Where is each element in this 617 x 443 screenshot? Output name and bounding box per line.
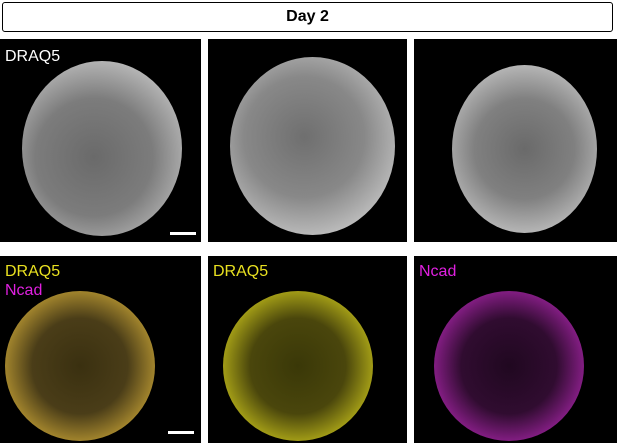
scale-bar <box>170 232 196 235</box>
draq5-image-1: DRAQ5 <box>0 39 201 242</box>
merge-ncad-label: Ncad <box>5 282 43 299</box>
draq5-label: DRAQ5 <box>213 263 269 280</box>
day-header: Day 2 <box>2 2 613 32</box>
merge-draq5-label: DRAQ5 <box>5 263 61 280</box>
draq5-image-2 <box>208 39 407 242</box>
ncad-magenta-image: Ncad <box>414 256 617 443</box>
merge-image: DRAQ5 Ncad <box>0 256 201 443</box>
draq5-yellow-image: DRAQ5 <box>208 256 407 443</box>
ncad-label: Ncad <box>419 263 457 280</box>
scale-bar <box>168 431 194 434</box>
draq5-image-3 <box>414 39 617 242</box>
draq5-label: DRAQ5 <box>5 48 61 65</box>
